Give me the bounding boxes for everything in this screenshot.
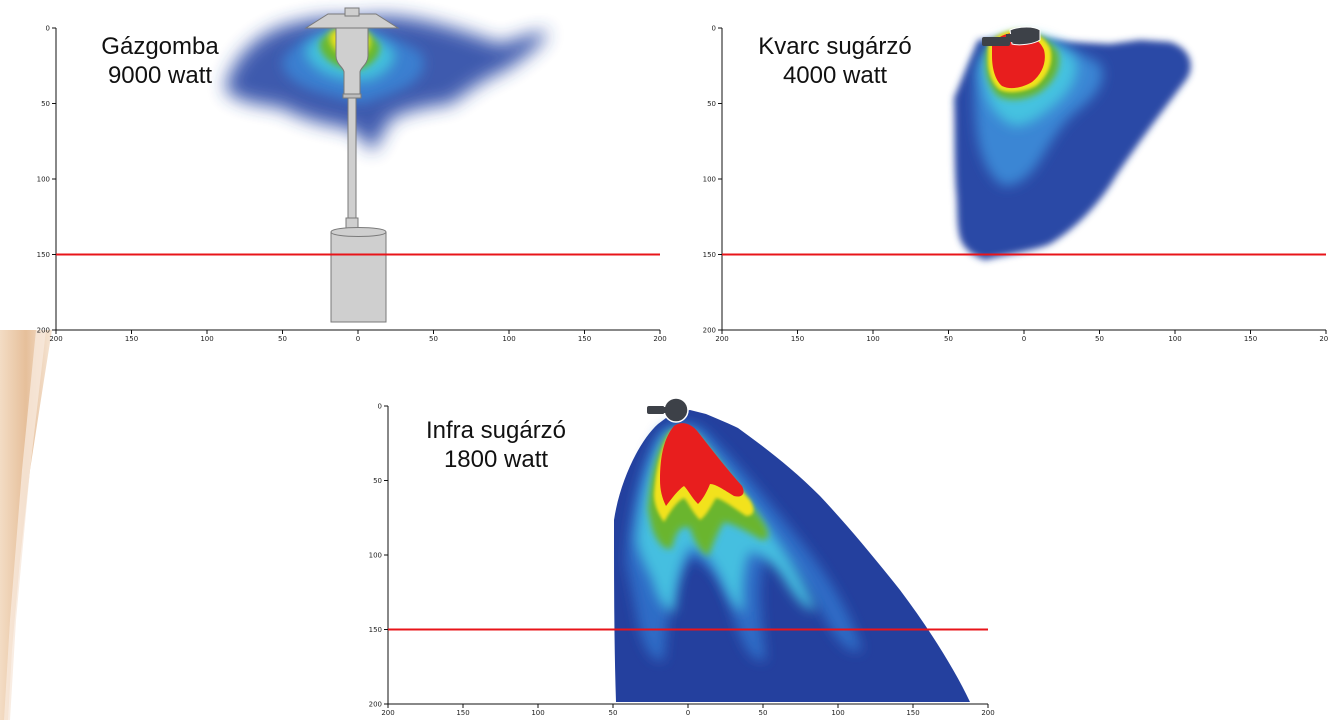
- x-tick-label: 200: [715, 335, 728, 343]
- x-tick-label: 100: [502, 335, 515, 343]
- x-tick-label: 50: [278, 335, 287, 343]
- x-tick-label: 50: [609, 709, 618, 717]
- y-tick-label: 100: [703, 176, 716, 184]
- chart-title-power: 4000 watt: [783, 62, 887, 89]
- wall-heater-icon: [982, 26, 1041, 46]
- y-tick-label: 50: [707, 100, 716, 108]
- y-tick-label: 100: [37, 176, 50, 184]
- x-tick-label: 50: [429, 335, 438, 343]
- x-tick-label: 50: [759, 709, 768, 717]
- x-tick-label: 50: [1095, 335, 1104, 343]
- y-tick-label: 200: [703, 327, 716, 335]
- decorative-wood-strip: [0, 330, 52, 720]
- x-tick-label: 200: [653, 335, 666, 343]
- y-tick-label: 150: [369, 626, 382, 634]
- x-tick-label: 50: [944, 335, 953, 343]
- wall-heater-icon: [647, 397, 689, 423]
- x-tick-label: 0: [356, 335, 360, 343]
- x-tick-label: 200: [381, 709, 394, 717]
- x-tick-label: 100: [200, 335, 213, 343]
- y-tick-label: 50: [373, 477, 382, 485]
- chart-title: Infra sugárzó 1800 watt: [426, 417, 566, 473]
- y-tick-label: 100: [369, 552, 382, 560]
- x-tick-label: 150: [791, 335, 804, 343]
- x-tick-label: 200: [49, 335, 62, 343]
- y-tick-label: 200: [369, 701, 382, 709]
- heatmap-gas-heater: [225, 15, 548, 153]
- chart-title-power: 1800 watt: [444, 446, 548, 473]
- x-tick-label: 200: [981, 709, 994, 717]
- x-tick-label: 200: [1319, 335, 1328, 343]
- y-tick-label: 150: [703, 251, 716, 259]
- chart-quartz-heater: 05010015020020015010050050100150200Kvarc…: [703, 25, 1328, 344]
- gas-patio-heater-icon: [304, 7, 400, 323]
- x-tick-label: 0: [686, 709, 690, 717]
- x-tick-label: 100: [531, 709, 544, 717]
- heatmap-infrared-heater: [614, 410, 970, 702]
- y-tick-label: 50: [41, 100, 50, 108]
- chart-title-name: Kvarc sugárzó: [758, 33, 911, 60]
- y-tick-label: 0: [378, 403, 382, 411]
- x-tick-label: 0: [1022, 335, 1026, 343]
- x-tick-label: 150: [906, 709, 919, 717]
- x-tick-label: 150: [456, 709, 469, 717]
- y-tick-label: 200: [37, 327, 50, 335]
- x-tick-label: 100: [1168, 335, 1181, 343]
- y-tick-label: 0: [46, 25, 50, 33]
- x-tick-label: 150: [1244, 335, 1257, 343]
- chart-title-power: 9000 watt: [108, 62, 212, 89]
- heatmap-quartz-heater: [954, 30, 1191, 260]
- x-tick-label: 100: [866, 335, 879, 343]
- chart-title-name: Gázgomba: [101, 33, 219, 60]
- y-tick-label: 0: [712, 25, 716, 33]
- x-tick-label: 150: [578, 335, 591, 343]
- chart-title: Kvarc sugárzó 4000 watt: [758, 33, 911, 89]
- chart-title: Gázgomba 9000 watt: [101, 33, 219, 89]
- x-tick-label: 150: [125, 335, 138, 343]
- x-tick-label: 100: [831, 709, 844, 717]
- y-tick-label: 150: [37, 251, 50, 259]
- chart-title-name: Infra sugárzó: [426, 417, 566, 444]
